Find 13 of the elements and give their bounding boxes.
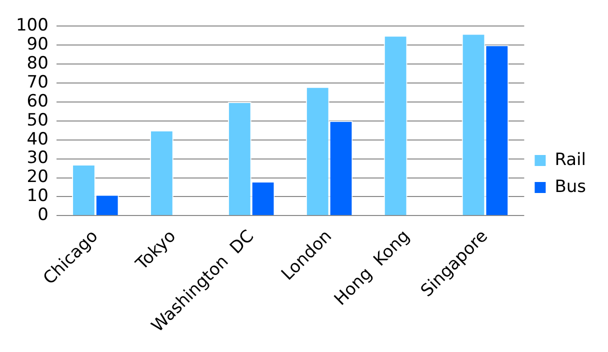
y-tick-label: 70 <box>26 72 48 92</box>
y-tick-label: 60 <box>26 91 48 112</box>
y-tick-label: 50 <box>26 110 48 130</box>
legend-label: Rail <box>554 150 586 170</box>
y-tick-label: 100 <box>16 16 48 36</box>
y-tick-label: 30 <box>26 148 48 168</box>
y-tick-label: 80 <box>26 54 48 74</box>
y-tick-label: 90 <box>26 34 48 55</box>
y-tick-label: 40 <box>26 129 48 150</box>
y-tick-label: 20 <box>26 167 48 188</box>
legend-label: Bus <box>554 176 586 197</box>
y-tick-label: 10 <box>26 186 48 206</box>
y-tick-label: 0 <box>38 205 48 226</box>
